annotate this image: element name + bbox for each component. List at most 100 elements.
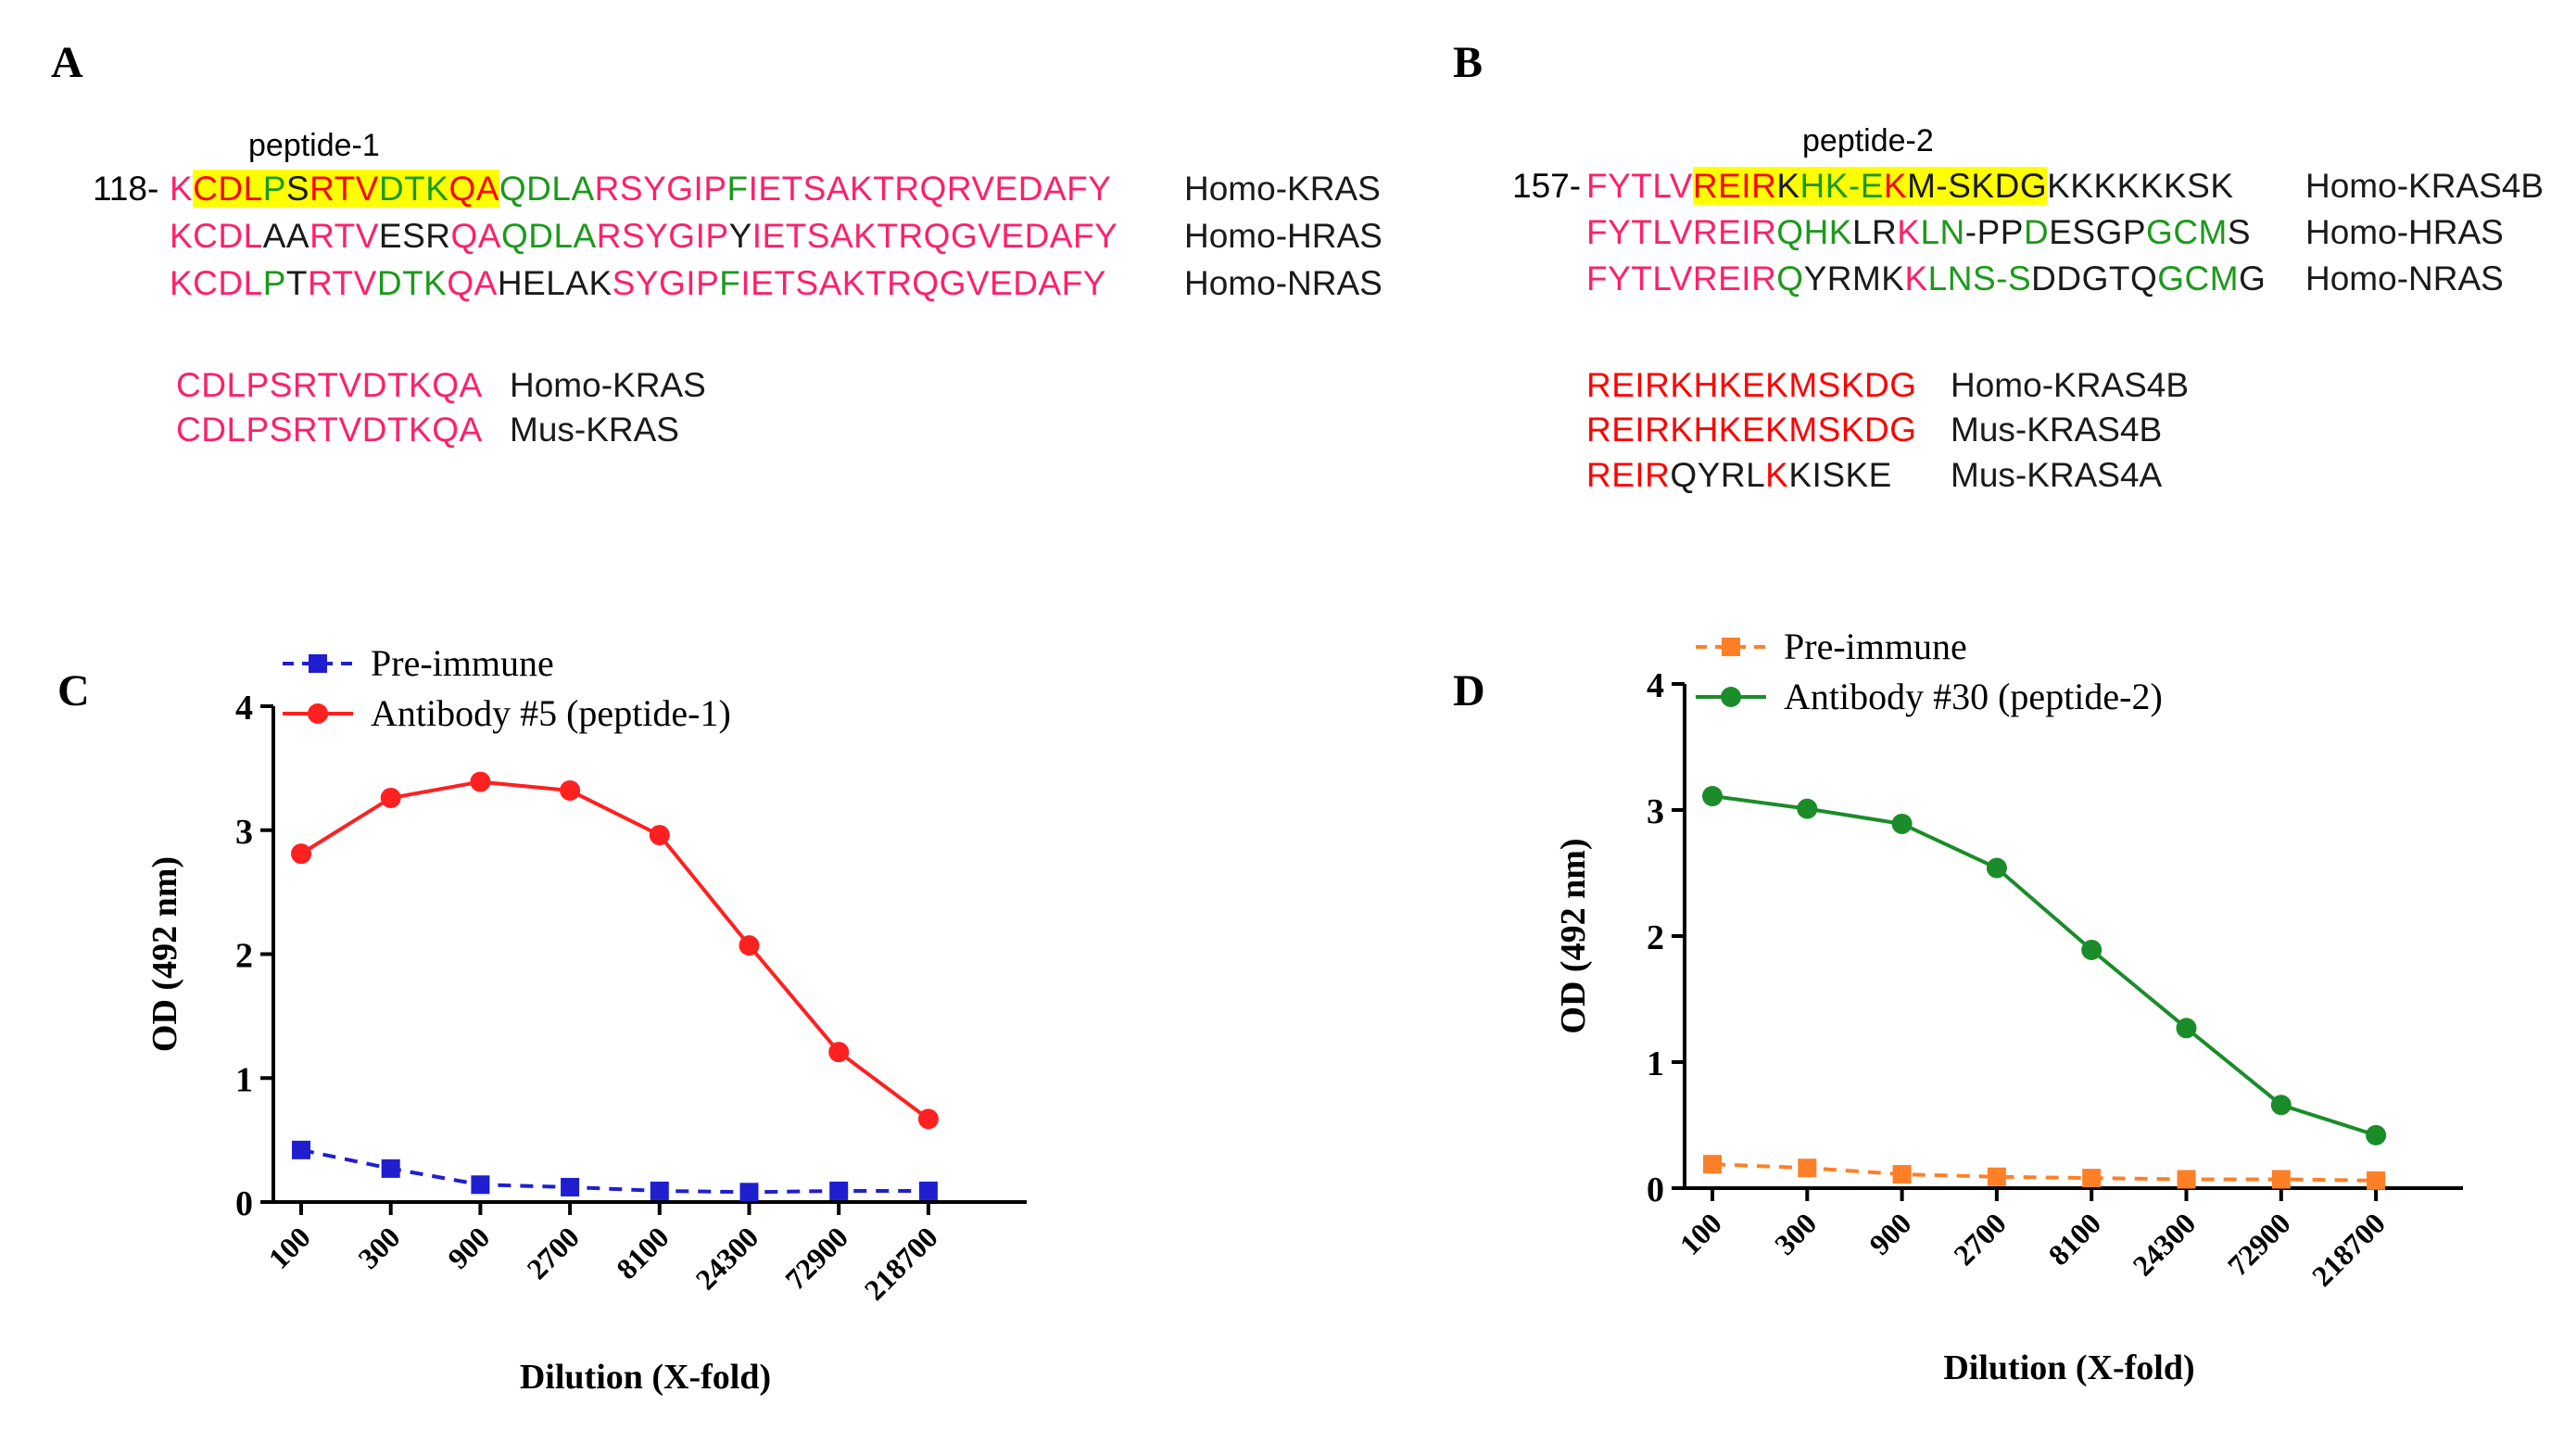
chart-d-pre-immune-point	[1987, 1167, 2006, 1186]
seq-a-short-mus-kras: CDLPSRTVDTKQA	[176, 411, 483, 449]
chart-d-ytick-label: 2	[1647, 918, 1664, 957]
chart-c-xtick-label: 900	[441, 1220, 496, 1274]
chart-d-ytick-label: 3	[1647, 792, 1664, 831]
seq-a-short-homo-kras: CDLPSRTVDTKQA	[176, 366, 483, 404]
chart-d-antibody-point	[1797, 798, 1818, 819]
label-b-short-mus-kras4a: Mus-KRAS4A	[1951, 456, 2163, 494]
chart-d-pre-immune-point	[1798, 1158, 1817, 1178]
chart-d-legend-pre-immune-label: Pre-immune	[1784, 626, 1967, 667]
panel-d-letter: D	[1453, 666, 1485, 715]
chart-c-antibody-point	[828, 1042, 850, 1063]
chart-c-legend-pre-immune-label: Pre-immune	[371, 642, 554, 684]
chart-d-antibody-point	[1986, 857, 2007, 879]
chart-c-pre-immune-point	[739, 1183, 759, 1202]
panel-b-prefix: 157-	[1512, 167, 1582, 205]
chart-c-xtick-label: 2700	[520, 1220, 586, 1285]
chart-c-antibody-point	[291, 843, 311, 865]
panel-c-letter: C	[57, 666, 90, 715]
panel-a-prefix: 118-	[93, 170, 159, 208]
chart-d-antibody-point	[2366, 1124, 2387, 1146]
chart-c-pre-immune-point	[650, 1181, 669, 1200]
label-a-short-mus-kras: Mus-KRAS	[510, 411, 679, 449]
seq-b-short-mus-kras4b: REIRKHKEKMSKDG	[1586, 411, 1917, 449]
chart-c-ytick-label: 2	[235, 937, 253, 976]
chart-c-antibody-line	[299, 779, 930, 1120]
chart-c-pre-immune-point	[829, 1181, 849, 1200]
chart-d-ytick-label: 4	[1647, 666, 1664, 705]
chart-d-xtick-label: 24300	[2126, 1206, 2202, 1282]
chart-c-pre-immune-point	[381, 1158, 400, 1178]
chart-c-antibody-point	[649, 825, 670, 846]
chart-d-xtick-label: 900	[1863, 1206, 1917, 1260]
chart-c-xtick-label: 72900	[778, 1220, 854, 1296]
chart-d-antibody-point	[2176, 1018, 2197, 1039]
chart-d-antibody-point	[1891, 813, 1913, 834]
label-a-homo-nras: Homo-NRAS	[1184, 264, 1383, 302]
chart-c-ytick-label: 0	[235, 1184, 253, 1223]
chart-d-xtick-label: 8100	[2041, 1206, 2107, 1272]
chart-c-legend-pre-immune-marker	[309, 654, 327, 673]
chart-c-ytick-label: 4	[235, 689, 253, 728]
chart-c-antibody-point	[560, 779, 581, 801]
seq-b-short-homo-kras4b: REIRKHKEKMSKDG	[1586, 366, 1917, 404]
label-b-short-mus-kras4b: Mus-KRAS4B	[1951, 411, 2163, 449]
chart-d-legend-pre-immune-marker	[1722, 638, 1740, 656]
chart-c-pre-immune-point	[471, 1175, 490, 1195]
chart-c-antibody-point	[917, 1108, 939, 1130]
chart-d-ylabel: OD (492 nm)	[1554, 838, 1593, 1033]
chart-c-pre-immune-point	[561, 1177, 580, 1196]
panel-a-letter: A	[51, 38, 83, 87]
seq-b-homo-nras: FYTLVREIRQYRMKKLNS-SDDGTQGCMG	[1586, 259, 2267, 297]
chart-c-ytick-label: 1	[235, 1060, 253, 1099]
chart-d-pre-immune-point	[2367, 1171, 2386, 1190]
chart-c-xtick-label: 300	[351, 1220, 406, 1274]
label-b-homo-hras: Homo-HRAS	[2305, 213, 2504, 251]
seq-b-homo-kras4b: FYTLVREIRKHK-EKM-SKDGKKKKKKSK	[1586, 167, 2234, 205]
chart-c-xtick-label: 218700	[858, 1220, 944, 1306]
chart-d-xtick-label: 300	[1768, 1206, 1823, 1260]
chart-d-pre-immune-point	[2177, 1170, 2196, 1189]
chart-d-xlabel: Dilution (X-fold)	[1943, 1348, 2194, 1387]
seq-b-short-mus-kras4a: REIRQYRLKKISKE	[1586, 456, 1892, 494]
chart-c-xtick-label: 24300	[688, 1220, 764, 1296]
chart-c-pre-immune-point	[292, 1140, 310, 1159]
chart-c-legend-antibody-marker	[308, 703, 328, 724]
chart-d-ytick-label: 0	[1647, 1171, 1664, 1209]
chart-d-pre-immune-point	[1892, 1165, 1912, 1184]
chart-d-antibody-point	[1702, 786, 1723, 807]
seq-a-homo-nras: KCDLPTRTVDTKQAHELAKSYGIPFIETSAKTRQGVEDAF…	[170, 264, 1106, 302]
label-b-short-homo-kras4b: Homo-KRAS4B	[1951, 366, 2190, 404]
chart-c-pre-immune-point	[918, 1181, 938, 1200]
chart-d-antibody-line	[1711, 794, 2377, 1137]
chart-c-legend-antibody-label: Antibody #5 (peptide-1)	[371, 692, 731, 734]
chart-c-xtick-label: 100	[262, 1220, 317, 1274]
chart-c-antibody-point	[380, 787, 401, 808]
seq-b-homo-hras: FYTLVREIRQHKLRKLN-PPDESGPGCMS	[1586, 213, 2252, 251]
chart-d-xtick-label: 218700	[2305, 1206, 2392, 1292]
peptide-1-label: peptide-1	[248, 128, 380, 163]
chart-d-xtick-label: 2700	[1947, 1206, 2013, 1272]
chart-c-ylabel: OD (492 nm)	[145, 856, 184, 1052]
chart-c-xtick-label: 8100	[610, 1220, 676, 1285]
chart-c-ytick-label: 3	[235, 813, 253, 852]
chart-d-pre-immune-point	[2082, 1169, 2102, 1188]
chart-d-xtick-label: 72900	[2221, 1206, 2297, 1282]
peptide-2-label: peptide-2	[1802, 123, 1934, 158]
chart-d-antibody-point	[2081, 939, 2102, 960]
chart-d-antibody-point	[2270, 1095, 2292, 1116]
label-a-homo-hras: Homo-HRAS	[1184, 217, 1383, 255]
label-a-short-homo-kras: Homo-KRAS	[510, 366, 706, 404]
label-b-homo-nras: Homo-NRAS	[2305, 259, 2504, 297]
chart-c-xlabel: Dilution (X-fold)	[520, 1358, 771, 1397]
chart-c-pre-immune-line	[300, 1147, 928, 1195]
chart-d-xtick-label: 100	[1673, 1206, 1728, 1260]
chart-d-ytick-label: 1	[1647, 1044, 1664, 1083]
chart-c-antibody-point	[470, 771, 491, 792]
label-a-homo-kras: Homo-KRAS	[1184, 170, 1381, 208]
label-b-homo-kras4b: Homo-KRAS4B	[2305, 167, 2544, 205]
chart-d-pre-immune-point	[2271, 1170, 2291, 1189]
chart-d-pre-immune-point	[1703, 1155, 1722, 1174]
panel-b-letter: B	[1453, 38, 1484, 87]
chart-d-legend-antibody-marker	[1721, 687, 1741, 707]
